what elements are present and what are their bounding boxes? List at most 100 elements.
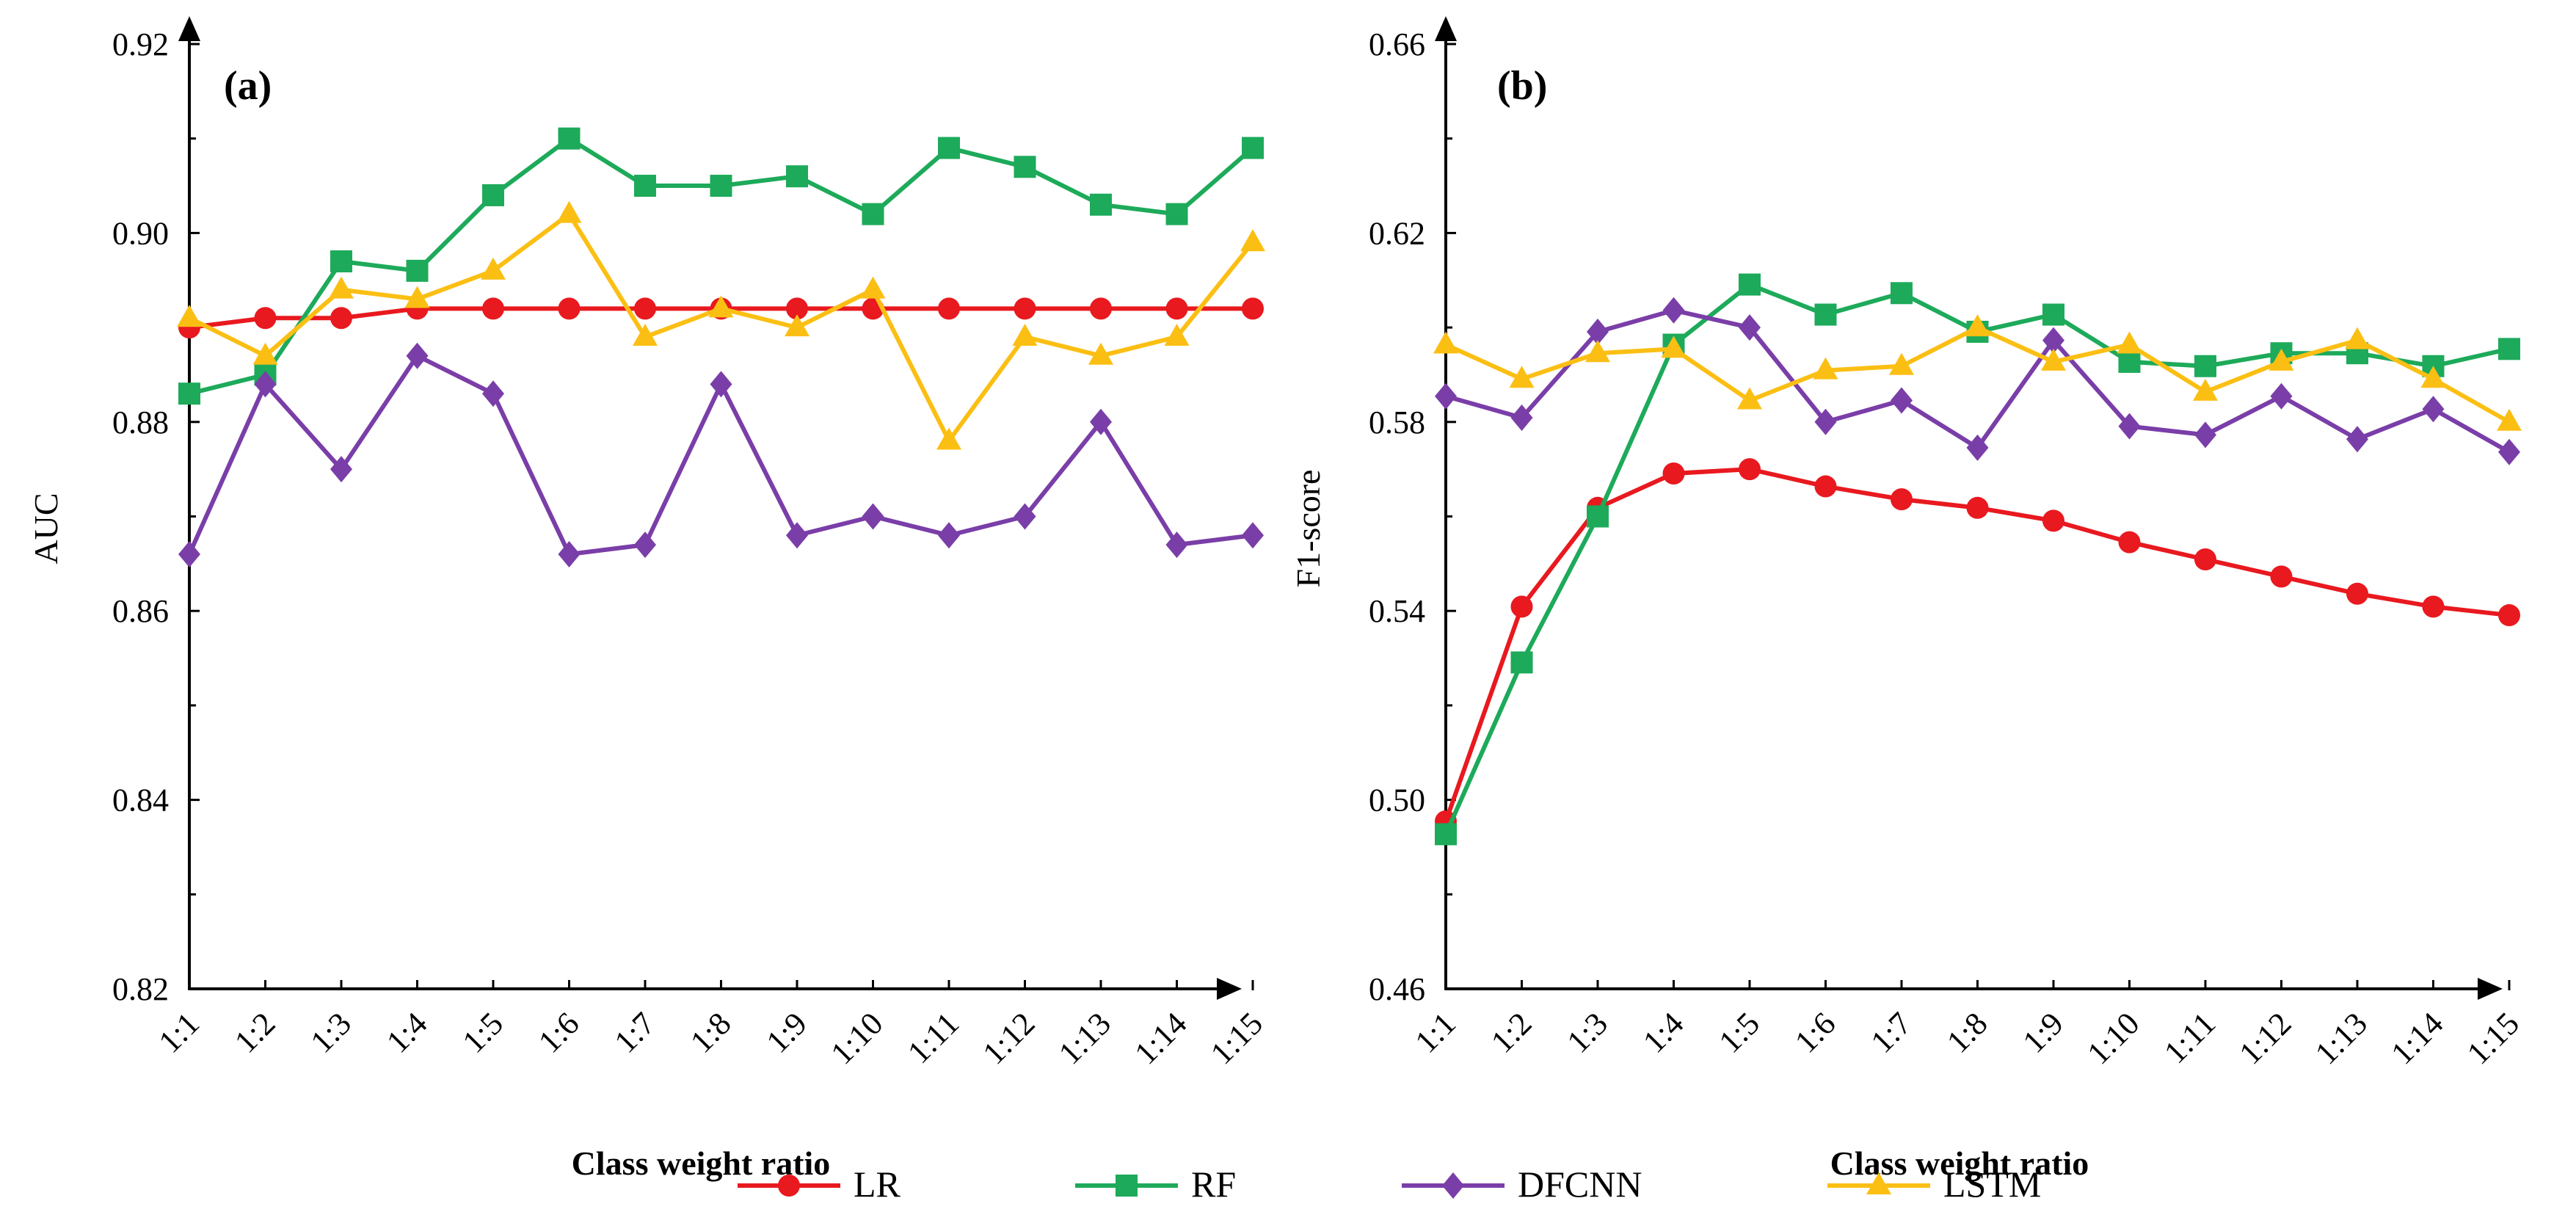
panel-label: (a): [224, 63, 272, 109]
data-point: [2270, 382, 2293, 410]
series-lstm: [1433, 314, 2522, 431]
data-point: [1435, 382, 1457, 410]
legend-label: LSTM: [1943, 1164, 2041, 1205]
legend-label: DFCNN: [1518, 1164, 1642, 1205]
y-axis-title: F1-score: [1289, 470, 1327, 588]
data-point: [862, 503, 884, 530]
data-point: [1014, 156, 1036, 178]
legend: LR RF DFCNN LSTM: [738, 1164, 2041, 1205]
data-point: [1012, 323, 1038, 346]
data-point: [2194, 421, 2216, 449]
panel-label: (b): [1497, 63, 1547, 109]
data-point: [938, 522, 960, 549]
y-tick-label: 0.88: [112, 404, 169, 440]
data-point: [2498, 604, 2520, 627]
y-axis-arrow: [178, 16, 200, 41]
data-point: [1242, 137, 1264, 159]
x-tick-label: 1:14: [2384, 1005, 2451, 1071]
legend-marker: [778, 1175, 800, 1197]
legend-item-lr: LR: [738, 1164, 901, 1205]
data-point: [2346, 582, 2368, 605]
x-tick-label: 1:2: [1484, 1005, 1538, 1059]
data-point: [2345, 327, 2370, 349]
x-tick-label: 1:1: [1408, 1005, 1463, 1059]
data-point: [1662, 297, 1685, 324]
data-point: [1510, 651, 1533, 674]
data-point: [2118, 413, 2141, 440]
y-axis-title: AUC: [27, 493, 65, 564]
data-point: [1966, 496, 1989, 519]
x-tick-label: 1:9: [2016, 1005, 2070, 1059]
data-point: [786, 297, 808, 320]
data-point: [330, 250, 352, 273]
data-point: [254, 371, 277, 398]
data-point: [2422, 396, 2445, 423]
data-point: [178, 540, 200, 567]
x-tick-label: 1:10: [2081, 1005, 2147, 1071]
data-point: [860, 276, 886, 299]
series-dfcnn: [1435, 297, 2520, 465]
data-point: [330, 456, 352, 483]
data-point: [785, 314, 809, 337]
data-point: [1813, 357, 1838, 380]
data-point: [1814, 408, 1837, 435]
y-tick-label: 0.66: [1369, 26, 1425, 62]
x-tick-label: 1:7: [608, 1005, 662, 1059]
data-point: [406, 342, 429, 369]
data-point: [786, 165, 808, 188]
data-point: [1891, 387, 1913, 414]
series-rf: [178, 127, 1264, 405]
x-tick-label: 1:1: [152, 1005, 206, 1059]
x-axis-title: Class weight ratio: [1830, 1144, 2089, 1182]
data-point: [1165, 531, 1188, 559]
data-point: [938, 137, 960, 159]
data-point: [406, 259, 429, 282]
legend-item-lstm: LSTM: [1827, 1164, 2041, 1205]
data-point: [634, 531, 656, 559]
data-point: [2420, 366, 2446, 388]
data-point: [254, 307, 277, 330]
data-point: [1090, 193, 1112, 216]
x-tick-label: 1:11: [2157, 1005, 2222, 1070]
data-point: [633, 323, 658, 346]
x-tick-label: 1:13: [1052, 1005, 1118, 1071]
data-point: [1510, 595, 1533, 618]
x-tick-label: 1:12: [2233, 1005, 2299, 1071]
x-tick-label: 1:3: [304, 1005, 358, 1059]
data-point: [2042, 303, 2064, 326]
panel-a: 0.82 0.84 0.86 0.88 0.90 0.92 1:1 1:2 1:3 1:4 1:5 1…: [27, 16, 1270, 1182]
y-tick-label: 0.62: [1369, 215, 1425, 251]
data-point: [1814, 303, 1837, 326]
data-point: [252, 342, 278, 365]
data-point: [710, 371, 732, 398]
series-line: [188, 211, 1255, 443]
x-tick-label: 1:10: [824, 1005, 890, 1071]
data-point: [2422, 595, 2445, 618]
x-tick-label: 1:4: [1636, 1005, 1690, 1059]
x-axis-arrow: [2478, 978, 2503, 1000]
data-point: [1889, 352, 1914, 375]
data-point: [1014, 503, 1036, 530]
data-point: [1891, 488, 1913, 511]
x-tick-label: 1:2: [228, 1005, 282, 1059]
data-point: [708, 295, 734, 318]
data-point: [2346, 426, 2368, 453]
x-tick-label: 1:13: [2308, 1005, 2374, 1071]
data-point: [1165, 297, 1188, 320]
legend-item-dfcnn: DFCNN: [1402, 1164, 1642, 1205]
data-point: [1088, 342, 1113, 365]
x-tick-label: 1:9: [760, 1005, 814, 1059]
data-point: [2193, 378, 2218, 401]
x-tick-label: 1:11: [900, 1005, 966, 1070]
legend-item-rf: RF: [1075, 1164, 1236, 1205]
data-point: [1165, 203, 1188, 225]
y-axis-arrow: [1435, 16, 1457, 41]
data-point: [1585, 340, 1610, 363]
data-point: [482, 380, 504, 407]
data-point: [404, 286, 430, 308]
x-tick-label: 1:14: [1128, 1005, 1194, 1071]
data-point: [1587, 318, 1609, 345]
x-tick-label: 1:7: [1864, 1005, 1918, 1059]
series-lstm: [177, 200, 1265, 450]
